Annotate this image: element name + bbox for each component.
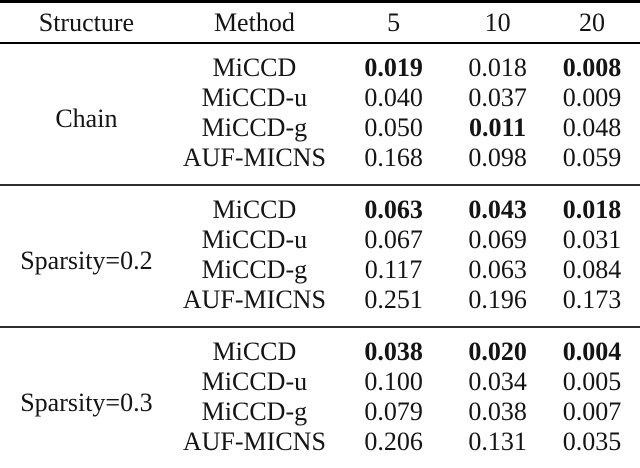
method-cell: MiCCD-g bbox=[201, 397, 308, 426]
method-cell: AUF-MICNS bbox=[182, 427, 326, 456]
table-row: MiCCD-u 0.067 0.069 0.031 bbox=[0, 225, 640, 255]
method-cell: MiCCD bbox=[212, 195, 297, 224]
value-cell: 0.037 bbox=[468, 83, 527, 112]
value-cell: 0.011 bbox=[469, 113, 527, 142]
value-cell: 0.131 bbox=[468, 427, 527, 456]
table-row: AUF-MICNS 0.206 0.131 0.035 bbox=[0, 427, 640, 468]
value-cell: 0.008 bbox=[562, 53, 622, 82]
table-row: Sparsity=0.2 MiCCD 0.063 0.043 0.018 bbox=[0, 185, 640, 275]
structure-cell: Sparsity=0.3 bbox=[20, 387, 153, 417]
value-cell: 0.063 bbox=[364, 195, 423, 224]
value-cell: 0.168 bbox=[364, 143, 423, 172]
method-cell: MiCCD bbox=[212, 53, 297, 82]
value-cell: 0.251 bbox=[364, 285, 423, 314]
method-cell: MiCCD-u bbox=[201, 83, 308, 112]
value-cell: 0.048 bbox=[562, 113, 622, 142]
value-cell: 0.050 bbox=[364, 113, 423, 142]
table-header-row: Structure Method 5 10 20 bbox=[0, 1, 640, 44]
table-row: Chain MiCCD 0.019 0.018 0.008 bbox=[0, 43, 640, 133]
value-cell: 0.004 bbox=[562, 337, 622, 366]
table-row: MiCCD-g 0.117 0.063 0.084 bbox=[0, 255, 640, 285]
method-cell: AUF-MICNS bbox=[182, 285, 326, 314]
value-cell: 0.196 bbox=[468, 285, 527, 314]
table-row: MiCCD-u 0.100 0.034 0.005 bbox=[0, 367, 640, 397]
value-cell: 0.084 bbox=[562, 255, 622, 284]
value-cell: 0.098 bbox=[468, 143, 527, 172]
value-cell: 0.069 bbox=[468, 225, 527, 254]
value-cell: 0.034 bbox=[468, 367, 527, 396]
method-cell: MiCCD-g bbox=[201, 255, 308, 284]
method-cell: MiCCD-g bbox=[201, 113, 308, 142]
table-row: MiCCD-g 0.050 0.011 0.048 bbox=[0, 113, 640, 143]
value-cell: 0.009 bbox=[562, 83, 622, 112]
column-header-structure: Structure bbox=[0, 1, 173, 44]
column-header-5: 5 bbox=[335, 1, 452, 44]
value-cell: 0.079 bbox=[364, 397, 423, 426]
value-cell: 0.173 bbox=[562, 285, 622, 314]
value-cell: 0.007 bbox=[562, 397, 622, 426]
value-cell: 0.063 bbox=[468, 255, 527, 284]
value-cell: 0.031 bbox=[562, 225, 622, 254]
value-cell: 0.019 bbox=[364, 53, 423, 82]
value-cell: 0.005 bbox=[562, 367, 622, 396]
value-cell: 0.117 bbox=[364, 255, 423, 284]
table-row: MiCCD-u 0.040 0.037 0.009 bbox=[0, 83, 640, 113]
value-cell: 0.038 bbox=[468, 397, 527, 426]
structure-cell: Sparsity=0.2 bbox=[20, 245, 153, 275]
method-cell: MiCCD bbox=[212, 337, 297, 366]
value-cell: 0.035 bbox=[562, 427, 622, 456]
table-row: MiCCD-g 0.079 0.038 0.007 bbox=[0, 397, 640, 427]
value-cell: 0.038 bbox=[364, 337, 423, 366]
table-row: AUF-MICNS 0.168 0.098 0.059 bbox=[0, 143, 640, 185]
method-cell: AUF-MICNS bbox=[182, 143, 326, 172]
value-cell: 0.100 bbox=[364, 367, 423, 396]
structure-cell: Chain bbox=[55, 103, 118, 133]
value-cell: 0.206 bbox=[364, 427, 423, 456]
table-row: AUF-MICNS 0.251 0.196 0.173 bbox=[0, 285, 640, 327]
value-cell: 0.040 bbox=[364, 83, 423, 112]
value-cell: 0.059 bbox=[562, 143, 622, 172]
method-cell: MiCCD-u bbox=[201, 367, 308, 396]
column-header-method: Method bbox=[172, 1, 336, 44]
group-sparsity-02: Sparsity=0.2 MiCCD 0.063 0.043 0.018 MiC… bbox=[0, 185, 640, 327]
value-cell: 0.018 bbox=[562, 195, 622, 224]
table-header: Structure Method 5 10 20 bbox=[0, 1, 640, 44]
column-header-10: 10 bbox=[451, 1, 544, 44]
value-cell: 0.067 bbox=[364, 225, 423, 254]
column-header-20: 20 bbox=[543, 1, 640, 44]
method-cell: MiCCD-u bbox=[201, 225, 308, 254]
table-row: Sparsity=0.3 MiCCD 0.038 0.020 0.004 bbox=[0, 327, 640, 417]
value-cell: 0.020 bbox=[468, 337, 527, 366]
group-chain: Chain MiCCD 0.019 0.018 0.008 MiCCD-u 0.… bbox=[0, 43, 640, 185]
value-cell: 0.043 bbox=[468, 195, 527, 224]
value-cell: 0.018 bbox=[468, 53, 527, 82]
group-sparsity-03: Sparsity=0.3 MiCCD 0.038 0.020 0.004 MiC… bbox=[0, 327, 640, 468]
